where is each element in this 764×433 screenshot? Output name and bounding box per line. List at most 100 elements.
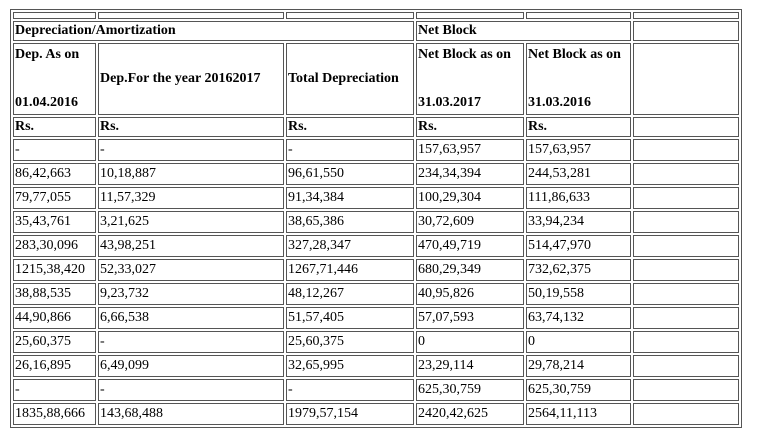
table-cell: 1835,88,666 (13, 403, 96, 425)
table-row: 26,16,895 6,49,099 32,65,995 23,29,114 29,78… (13, 355, 739, 377)
group-header-net-block: Net Block (416, 21, 631, 41)
empty-cell (633, 43, 739, 115)
table-cell: 38,88,535 (13, 283, 96, 305)
header-dep-as-on: Dep. As on 01.04.2016 (13, 43, 96, 115)
table-cell: 680,29,349 (416, 259, 524, 281)
empty-cell (633, 139, 739, 161)
empty-cell (633, 117, 739, 137)
empty-cell (633, 163, 739, 185)
table-cell: 244,53,281 (526, 163, 631, 185)
table-cell: 63,74,132 (526, 307, 631, 329)
table-cell: - (98, 139, 284, 161)
table-cell: 514,47,970 (526, 235, 631, 257)
table-row: 283,30,096 43,98,251 327,28,347 470,49,719 5… (13, 235, 739, 257)
empty-cell (633, 331, 739, 353)
table-cell: 30,72,609 (416, 211, 524, 233)
empty-cell (633, 379, 739, 401)
table-cell: 29,78,214 (526, 355, 631, 377)
empty-cell (633, 283, 739, 305)
table-cell: - (13, 139, 96, 161)
depreciation-net-block-table: Depreciation/Amortization Net Block Dep.… (10, 9, 742, 428)
table-cell: 143,68,488 (98, 403, 284, 425)
spacer-row (13, 12, 739, 19)
table-cell: 1979,57,154 (286, 403, 414, 425)
empty-cell (286, 12, 414, 19)
header-net-block-2016: Net Block as on 31.03.2016 (526, 43, 631, 115)
empty-cell (633, 235, 739, 257)
table-cell: 2420,42,625 (416, 403, 524, 425)
table-cell: 625,30,759 (416, 379, 524, 401)
empty-cell (633, 355, 739, 377)
table-cell: 327,28,347 (286, 235, 414, 257)
data-rows: - - -157,63,957 157,63,957 86,42,663 10,18,88… (13, 139, 739, 425)
table-cell: - (286, 379, 414, 401)
table-cell: 283,30,096 (13, 235, 96, 257)
table-cell: 11,57,329 (98, 187, 284, 209)
header-dep-as-on-line2: 01.04.2016 (15, 95, 78, 110)
table-cell: 100,29,304 (416, 187, 524, 209)
empty-cell (633, 403, 739, 425)
empty-cell (526, 12, 631, 19)
table-cell: 48,12,267 (286, 283, 414, 305)
header-net-block-2017-line2: 31.03.2017 (418, 95, 481, 110)
unit-row: Rs. Rs. Rs. Rs. Rs. (13, 117, 739, 137)
table-cell: - (98, 331, 284, 353)
header-dep-for-year: Dep.For the year 20162017 (98, 43, 284, 115)
table-cell: 0 (416, 331, 524, 353)
header-net-block-2016-line2: 31.03.2016 (528, 95, 591, 110)
table-cell: 0 (526, 331, 631, 353)
table-cell: 9,23,732 (98, 283, 284, 305)
table-cell: 157,63,957 (416, 139, 524, 161)
table-cell: 25,60,375 (286, 331, 414, 353)
table-cell: - (286, 139, 414, 161)
table-row: - - -157,63,957 157,63,957 (13, 139, 739, 161)
column-header-row: Dep. As on 01.04.2016 Dep.For the year 2… (13, 43, 739, 115)
empty-cell (633, 211, 739, 233)
table-cell: 3,21,625 (98, 211, 284, 233)
table-cell: 40,95,826 (416, 283, 524, 305)
group-header-depreciation: Depreciation/Amortization (13, 21, 414, 41)
table-cell: 91,34,384 (286, 187, 414, 209)
empty-cell (633, 187, 739, 209)
table-cell: 44,90,866 (13, 307, 96, 329)
table-cell: 79,77,055 (13, 187, 96, 209)
table-cell: 111,86,633 (526, 187, 631, 209)
table-cell: 52,33,027 (98, 259, 284, 281)
table-cell: 32,65,995 (286, 355, 414, 377)
table-cell: 23,29,114 (416, 355, 524, 377)
group-header-row: Depreciation/Amortization Net Block (13, 21, 739, 41)
table-cell: 43,98,251 (98, 235, 284, 257)
table-cell: 625,30,759 (526, 379, 631, 401)
table-cell: 35,43,761 (13, 211, 96, 233)
table-row: 25,60,375-25,60,375 0 0 (13, 331, 739, 353)
table-cell: 50,19,558 (526, 283, 631, 305)
unit-cell: Rs. (286, 117, 414, 137)
empty-cell (416, 12, 524, 19)
empty-cell (633, 307, 739, 329)
table-cell: 26,16,895 (13, 355, 96, 377)
unit-cell: Rs. (526, 117, 631, 137)
table-cell: 2564,11,113 (526, 403, 631, 425)
empty-cell (633, 12, 739, 19)
table-row: 35,43,761 3,21,625 38,65,386 30,72,609 33,94… (13, 211, 739, 233)
unit-cell: Rs. (13, 117, 96, 137)
table-row: - - -625,30,759 625,30,759 (13, 379, 739, 401)
header-net-block-2017-line1: Net Block as on (418, 47, 511, 62)
table-cell: 234,34,394 (416, 163, 524, 185)
table-cell: 86,42,663 (13, 163, 96, 185)
unit-cell: Rs. (416, 117, 524, 137)
table-row: 1215,38,420 52,33,027 1267,71,446 680,29,34… (13, 259, 739, 281)
table-cell: 96,61,550 (286, 163, 414, 185)
table-row: 79,77,055 11,57,329 91,34,384 100,29,304 111… (13, 187, 739, 209)
table-cell: 157,63,957 (526, 139, 631, 161)
header-net-block-2016-line1: Net Block as on (528, 47, 621, 62)
unit-cell: Rs. (98, 117, 284, 137)
table-row: 1835,88,666 143,68,488 1979,57,154 2420,42,… (13, 403, 739, 425)
table-cell: 25,60,375 (13, 331, 96, 353)
table-cell: 38,65,386 (286, 211, 414, 233)
header-net-block-2017: Net Block as on 31.03.2017 (416, 43, 524, 115)
empty-cell (13, 12, 96, 19)
table-cell: 10,18,887 (98, 163, 284, 185)
table-cell: 6,66,538 (98, 307, 284, 329)
table-cell: - (13, 379, 96, 401)
